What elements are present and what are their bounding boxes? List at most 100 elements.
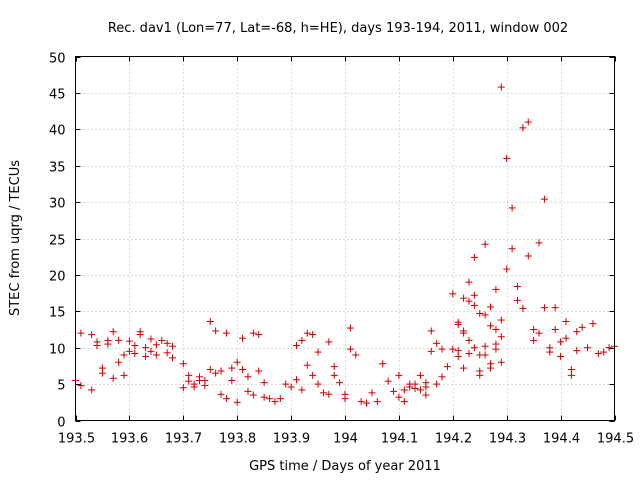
data-point bbox=[206, 366, 214, 374]
data-point bbox=[530, 336, 538, 344]
x-axis-label: GPS time / Days of year 2011 bbox=[249, 459, 441, 474]
data-point bbox=[303, 329, 311, 337]
data-point bbox=[98, 369, 106, 377]
data-point bbox=[416, 386, 424, 394]
data-point bbox=[443, 363, 451, 371]
data-point bbox=[142, 352, 150, 360]
data-point bbox=[314, 348, 322, 356]
data-point bbox=[487, 364, 495, 372]
data-point bbox=[336, 379, 344, 387]
data-point bbox=[557, 338, 565, 346]
data-point bbox=[330, 363, 338, 371]
data-point bbox=[212, 327, 220, 335]
data-point bbox=[584, 344, 592, 352]
data-point bbox=[190, 383, 198, 391]
data-point bbox=[540, 195, 548, 203]
y-tick-label: 0 bbox=[57, 416, 65, 431]
data-point bbox=[390, 387, 398, 395]
data-point bbox=[104, 340, 112, 348]
data-point bbox=[535, 239, 543, 247]
data-point bbox=[460, 294, 468, 302]
data-point bbox=[438, 345, 446, 353]
data-point bbox=[206, 317, 214, 325]
data-point bbox=[470, 301, 478, 309]
x-tick-label: 194.3 bbox=[489, 432, 526, 447]
data-point bbox=[427, 347, 435, 355]
x-tick-label: 193.5 bbox=[58, 432, 95, 447]
data-point bbox=[508, 204, 516, 212]
data-point bbox=[352, 351, 360, 359]
data-point bbox=[271, 398, 279, 406]
data-point bbox=[567, 371, 575, 379]
data-point bbox=[465, 297, 473, 305]
data-point bbox=[330, 371, 338, 379]
y-tick-label: 30 bbox=[49, 197, 66, 212]
data-point bbox=[578, 323, 586, 331]
plot-border bbox=[75, 56, 615, 421]
data-point bbox=[562, 334, 570, 342]
data-points bbox=[72, 83, 618, 407]
data-point bbox=[325, 390, 333, 398]
data-point bbox=[594, 350, 602, 358]
data-point bbox=[454, 320, 462, 328]
data-point bbox=[158, 336, 166, 344]
data-point bbox=[433, 339, 441, 347]
y-tick-label: 25 bbox=[49, 234, 66, 249]
data-point bbox=[309, 331, 317, 339]
data-point bbox=[93, 338, 101, 346]
y-tick-label: 35 bbox=[49, 161, 66, 176]
data-point bbox=[470, 291, 478, 299]
data-point bbox=[368, 389, 376, 397]
data-point bbox=[249, 391, 257, 399]
data-point bbox=[298, 336, 306, 344]
data-point bbox=[260, 393, 268, 401]
data-point bbox=[476, 351, 484, 359]
y-tick-label: 20 bbox=[49, 270, 66, 285]
data-point bbox=[460, 364, 468, 372]
data-point bbox=[481, 240, 489, 248]
data-point bbox=[233, 358, 241, 366]
data-point bbox=[152, 351, 160, 359]
data-point bbox=[169, 342, 177, 350]
data-point bbox=[416, 371, 424, 379]
data-point bbox=[562, 317, 570, 325]
data-point bbox=[400, 386, 408, 394]
data-point bbox=[136, 328, 144, 336]
data-point bbox=[487, 303, 495, 311]
data-point bbox=[481, 311, 489, 319]
y-tick-labels: 0 5 10 15 20 25 30 35 40 45 50 bbox=[49, 52, 66, 431]
data-point bbox=[228, 376, 236, 384]
data-point bbox=[433, 380, 441, 388]
data-point bbox=[131, 342, 139, 350]
data-point bbox=[497, 83, 505, 91]
data-point bbox=[492, 345, 500, 353]
data-point bbox=[131, 350, 139, 358]
data-point bbox=[503, 265, 511, 273]
data-point bbox=[244, 373, 252, 381]
data-point bbox=[179, 360, 187, 368]
data-point bbox=[546, 348, 554, 356]
data-point bbox=[244, 387, 252, 395]
data-point bbox=[319, 389, 327, 397]
data-point bbox=[557, 352, 565, 360]
data-point bbox=[341, 390, 349, 398]
data-point bbox=[573, 347, 581, 355]
data-point bbox=[513, 296, 521, 304]
x-tick-label: 194.1 bbox=[381, 432, 418, 447]
x-tick-label: 194.4 bbox=[543, 432, 580, 447]
data-point bbox=[535, 329, 543, 337]
data-point bbox=[255, 331, 263, 339]
data-point bbox=[465, 350, 473, 358]
data-point bbox=[142, 344, 150, 352]
data-point bbox=[427, 327, 435, 335]
data-point bbox=[460, 329, 468, 337]
data-point bbox=[109, 328, 117, 336]
data-point bbox=[309, 371, 317, 379]
data-point bbox=[77, 329, 85, 337]
data-point bbox=[476, 371, 484, 379]
y-axis-label: STEC from uqrg / TECUs bbox=[8, 160, 23, 316]
x-tick-label: 194.2 bbox=[435, 432, 472, 447]
data-point bbox=[115, 336, 123, 344]
data-point bbox=[487, 322, 495, 330]
